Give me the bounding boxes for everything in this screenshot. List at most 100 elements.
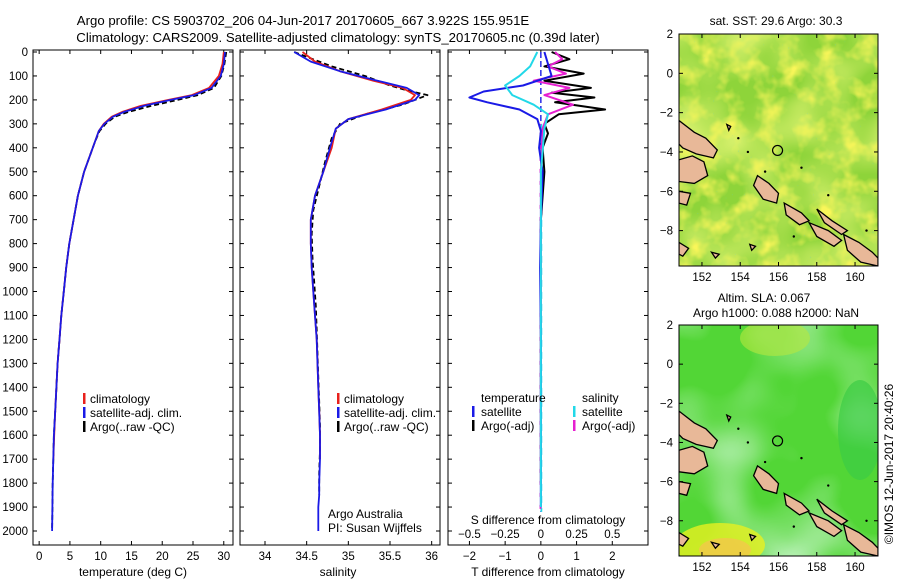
coast-polygon [816, 208, 849, 236]
coast-polygon [679, 241, 690, 258]
x-tick-label: 2 [609, 551, 615, 563]
lat-tick-label: −4 [660, 147, 674, 159]
coast-polygon [807, 511, 843, 538]
x-tick-label: 34.5 [295, 551, 317, 563]
x-tick-label: 30 [217, 551, 230, 563]
island [737, 427, 740, 430]
x-tick-label: 1 [573, 551, 579, 563]
coast-polygon [816, 498, 849, 526]
s-tick-label: −0.5 [458, 529, 481, 541]
depth-tick-label: 1300 [2, 358, 28, 370]
salinity-panel-frame [239, 49, 441, 546]
lat-tick-label: 2 [667, 320, 673, 332]
lon-tick-label: 156 [769, 562, 788, 574]
x-tick-label: 35 [342, 551, 355, 563]
lat-tick-label: 0 [667, 68, 673, 80]
legend-title-salinity: salinity [582, 391, 619, 405]
salinity-plot: 34 34.5 35 35.5 36 [240, 50, 440, 563]
sla-map-land [679, 410, 878, 556]
coast-polygon [748, 243, 757, 252]
series-s-satellite [504, 51, 549, 507]
sst-map [679, 34, 878, 266]
island [763, 170, 767, 173]
series-satellite-adj-clim- [51, 51, 226, 532]
coast-polygon [752, 174, 780, 204]
depth-tick-label: 700 [9, 215, 28, 227]
island [800, 456, 803, 460]
credit-org: Argo Australia [328, 507, 403, 521]
coast-polygon [679, 531, 690, 548]
legend-label-climatology: climatology [90, 392, 150, 406]
island [827, 194, 830, 197]
legend-label-argo: Argo(..raw -QC) [344, 420, 429, 434]
lon-tick-label: 152 [692, 272, 711, 284]
lat-tick-label: −2 [660, 398, 673, 410]
credit-pi: PI: Susan Wijffels [328, 521, 422, 535]
x-tick-label: 0 [538, 551, 544, 563]
lon-tick-label: 158 [807, 272, 826, 284]
legend-swatch-argo [337, 421, 340, 432]
depth-tick-label: 500 [9, 167, 28, 179]
island [865, 229, 868, 232]
coast-polygon [725, 123, 732, 133]
x-tick-label: 25 [187, 551, 200, 563]
coast-polygon [783, 492, 811, 516]
lat-tick-label: 2 [667, 29, 673, 41]
coast-polygon [710, 251, 721, 260]
coast-polygon [842, 523, 878, 556]
x-tick-label: 36 [425, 551, 438, 563]
coast-polygon [679, 190, 692, 206]
island [737, 137, 740, 140]
legend-swatch-s-satellite [573, 406, 576, 417]
legend-label-argo: Argo(..raw -QC) [90, 420, 175, 434]
legend-swatch-climatology [337, 393, 340, 404]
sla-warm-anomaly-core [699, 538, 751, 556]
difference-panel-frame [447, 49, 649, 546]
temperature-plot: 0 5 10 15 20 25 30 [33, 50, 233, 563]
legend-title-temperature: temperature [481, 391, 546, 405]
coast-polygon [807, 221, 843, 248]
s-tick-label: 0.5 [604, 529, 620, 541]
lon-tick-label: 160 [845, 272, 864, 284]
x-tick-label: −1 [499, 551, 512, 563]
x-tick-label: 15 [125, 551, 138, 563]
salinity-legend: climatology satellite-adj. clim. Argo(..… [337, 392, 436, 434]
island [800, 166, 803, 169]
depth-tick-label: 800 [9, 239, 28, 251]
lat-tick-label: −6 [660, 186, 673, 198]
lat-tick-label: −6 [660, 477, 673, 489]
coast-polygon [679, 480, 692, 497]
lat-tick-label: −8 [660, 516, 673, 528]
depth-tick-label: 1400 [2, 382, 28, 394]
depth-tick-label: 200 [9, 95, 28, 107]
depth-tick-label: 1800 [2, 478, 28, 490]
x-tick-label: 20 [156, 551, 169, 563]
sst-map-title: sat. SST: 29.6 Argo: 30.3 [710, 14, 843, 28]
island [746, 150, 750, 154]
coast-polygon [679, 155, 709, 185]
sst-argo-location-marker [771, 144, 784, 157]
sla-argo-location-marker [771, 435, 784, 447]
lat-tick-label: 0 [667, 359, 673, 371]
island [792, 525, 796, 528]
legend-swatch-climatology [83, 393, 86, 404]
legend-label-satellite: satellite-adj. clim. [344, 406, 436, 420]
difference-legend: temperature salinity satellite Argo(-adj… [472, 391, 635, 433]
x-tick-label: 34 [259, 551, 272, 563]
depth-tick-label: 300 [9, 119, 28, 131]
temperature-legend: climatology satellite-adj. clim. Argo(..… [83, 392, 182, 434]
legend-label-climatology: climatology [344, 392, 404, 406]
coast-polygon [748, 533, 757, 542]
lon-tick-label: 156 [769, 272, 788, 284]
depth-tick-label: 1100 [3, 310, 28, 322]
sst-map-land [679, 119, 878, 266]
sla-low-anomaly [740, 325, 810, 356]
imos-timestamp: ©IMOS 12-Jun-2017 20:40:26 [882, 384, 896, 545]
temperature-panel-frame [32, 49, 234, 546]
legend-swatch-satellite [83, 407, 86, 418]
sst-map-axes: 152 154 156 158 160 2 0 −2 −4 −6 −8 [660, 29, 878, 284]
lon-tick-label: 158 [807, 562, 826, 574]
legend-swatch-t-satellite [472, 406, 475, 417]
lat-tick-label: −2 [660, 108, 673, 120]
